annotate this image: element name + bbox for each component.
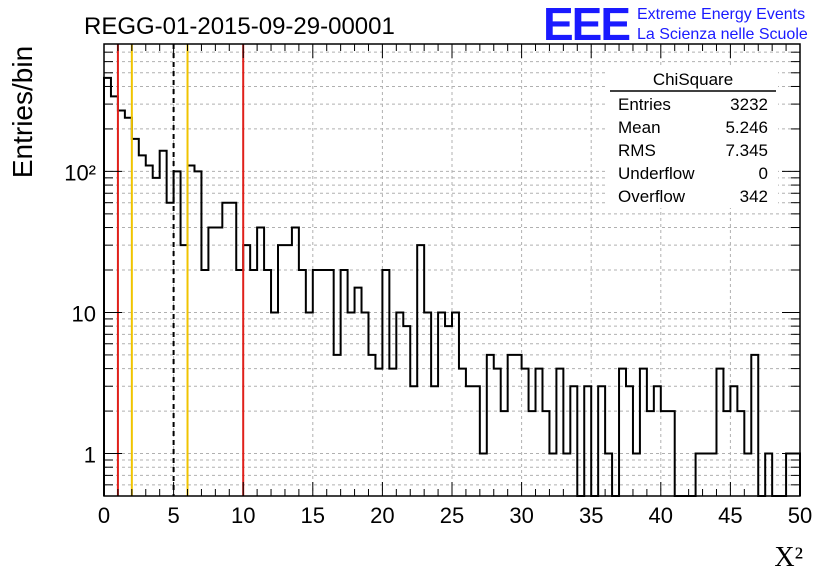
stats-row-label: Overflow	[618, 187, 686, 206]
x-tick-label: 15	[301, 503, 325, 528]
y-tick-label: 1	[84, 443, 96, 468]
x-tick-label: 50	[788, 503, 812, 528]
stats-row-label: RMS	[618, 141, 656, 160]
x-tick-label: 20	[370, 503, 394, 528]
x-axis-label: X²	[774, 542, 803, 572]
axis-ticks	[103, 43, 801, 497]
y-tick-label: 10²	[64, 160, 96, 185]
logo-line-2: La Scienza nelle Scuole	[637, 26, 808, 43]
y-tick-label: 10	[72, 301, 96, 326]
x-tick-label: 5	[167, 503, 179, 528]
stats-row-label: Mean	[618, 118, 661, 137]
stats-box: ChiSquare Entries 3232 Mean 5.246 RMS 7.345 Un…	[608, 68, 778, 208]
eee-logo: EEE Extreme Energy Events La Scienza nel…	[543, 0, 808, 50]
x-tick-label: 40	[649, 503, 673, 528]
stats-title: ChiSquare	[653, 70, 733, 89]
histogram-outline	[103, 76, 801, 497]
stats-row-value: 3232	[730, 95, 768, 114]
stats-row-value: 7.345	[725, 141, 768, 160]
x-tick-label: 25	[440, 503, 464, 528]
x-tick-labels: 0 5 10 15 20 25 30 35 40 45 50	[98, 503, 812, 528]
x-tick-label: 30	[509, 503, 533, 528]
stats-row-value: 5.246	[725, 118, 768, 137]
stats-row-label: Entries	[618, 95, 671, 114]
x-tick-label: 10	[231, 503, 255, 528]
y-tick-labels: 1 10 10²	[64, 160, 96, 467]
y-axis-label: Entries/bin	[7, 46, 38, 178]
logo-line-1: Extreme Energy Events	[637, 6, 805, 23]
histogram	[103, 76, 801, 497]
chart-title: REGG-01-2015-09-29-00001	[84, 13, 395, 40]
marker-lines	[116, 44, 245, 496]
logo-mark: EEE	[543, 0, 631, 50]
x-tick-label: 35	[579, 503, 603, 528]
stats-row-value: 342	[740, 187, 768, 206]
stats-row-label: Underflow	[618, 164, 695, 183]
x-tick-label: 0	[98, 503, 110, 528]
stats-row-value: 0	[759, 164, 768, 183]
grid	[104, 44, 800, 496]
stats-rows: Entries 3232 Mean 5.246 RMS 7.345 Underflow 0 Ov…	[618, 95, 768, 206]
x-tick-label: 45	[718, 503, 742, 528]
